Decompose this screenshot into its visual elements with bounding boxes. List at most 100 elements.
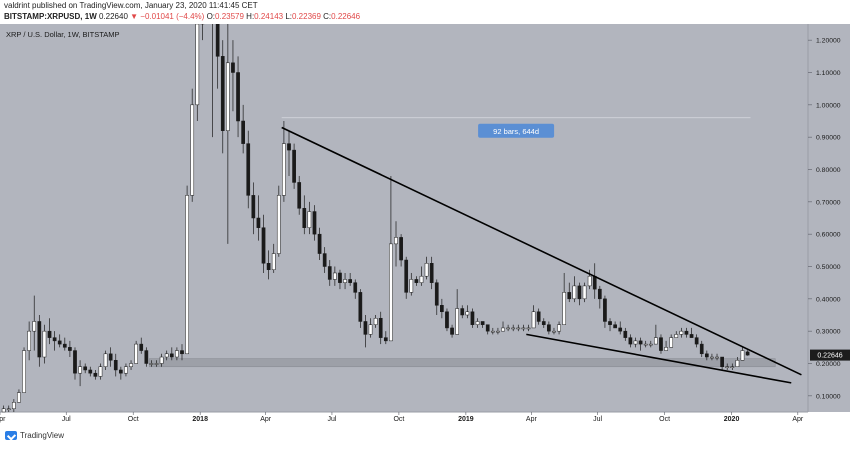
candle[interactable] xyxy=(368,318,373,338)
candle[interactable] xyxy=(608,318,612,332)
candle[interactable] xyxy=(246,130,251,209)
candle[interactable] xyxy=(577,282,582,306)
candle[interactable] xyxy=(419,266,424,286)
candle[interactable] xyxy=(730,363,735,370)
candle[interactable] xyxy=(424,256,429,280)
time-axis[interactable] xyxy=(0,412,850,424)
candle[interactable] xyxy=(720,356,724,370)
candlestick-chart[interactable]: 0.10000 0.20000 0.30000 0.40000 0.50000 0.600… xyxy=(0,18,850,424)
candle[interactable] xyxy=(404,256,409,299)
candle[interactable] xyxy=(22,347,26,393)
candle[interactable] xyxy=(236,56,240,138)
candle[interactable] xyxy=(490,327,495,335)
candle[interactable] xyxy=(440,298,444,319)
candle[interactable] xyxy=(378,311,383,345)
price-axis[interactable] xyxy=(808,24,850,412)
candle[interactable] xyxy=(312,205,317,241)
candle[interactable] xyxy=(175,347,179,361)
candle[interactable] xyxy=(348,272,352,286)
candle[interactable] xyxy=(338,269,342,290)
candle[interactable] xyxy=(149,360,154,367)
candle[interactable] xyxy=(333,266,337,286)
candle[interactable] xyxy=(669,334,674,348)
candle[interactable] xyxy=(327,260,332,286)
candle[interactable] xyxy=(633,337,638,348)
candle[interactable] xyxy=(307,201,312,235)
candle[interactable] xyxy=(57,334,62,348)
candle[interactable] xyxy=(603,295,607,328)
candle[interactable] xyxy=(322,247,327,273)
candle[interactable] xyxy=(501,321,505,332)
candle[interactable] xyxy=(119,366,123,380)
candle[interactable] xyxy=(383,331,388,345)
candle[interactable] xyxy=(429,256,434,290)
candle[interactable] xyxy=(93,369,98,380)
candle[interactable] xyxy=(42,324,47,364)
candle[interactable] xyxy=(699,340,704,358)
candle[interactable] xyxy=(526,324,531,332)
candle[interactable] xyxy=(353,279,358,299)
candle[interactable] xyxy=(241,104,245,154)
candle[interactable] xyxy=(704,350,709,361)
candle[interactable] xyxy=(164,350,169,361)
candle[interactable] xyxy=(68,340,72,358)
candle[interactable] xyxy=(613,321,617,329)
candle[interactable] xyxy=(674,331,679,338)
candle[interactable] xyxy=(567,282,572,303)
candle[interactable] xyxy=(409,272,414,296)
candle[interactable] xyxy=(694,334,699,348)
candle[interactable] xyxy=(623,327,628,341)
candle[interactable] xyxy=(88,366,93,377)
candle[interactable] xyxy=(231,40,235,112)
candle[interactable] xyxy=(190,88,195,202)
candle[interactable] xyxy=(572,276,577,303)
candle[interactable] xyxy=(465,305,470,319)
support-trendline[interactable] xyxy=(526,333,792,384)
candle[interactable] xyxy=(455,289,460,335)
candle[interactable] xyxy=(103,350,108,370)
candle[interactable] xyxy=(725,363,730,370)
candle[interactable] xyxy=(536,308,541,325)
tradingview-logo[interactable]: TradingView xyxy=(5,431,64,441)
candle[interactable] xyxy=(541,318,546,328)
candle[interactable] xyxy=(317,227,322,261)
candle[interactable] xyxy=(399,234,403,267)
candle[interactable] xyxy=(78,360,82,387)
candle[interactable] xyxy=(159,353,164,367)
candle[interactable] xyxy=(745,350,750,356)
candle[interactable] xyxy=(511,324,516,332)
candle[interactable] xyxy=(485,324,490,335)
candle[interactable] xyxy=(6,405,11,412)
candle[interactable] xyxy=(684,327,689,338)
candle[interactable] xyxy=(638,337,643,351)
candle[interactable] xyxy=(597,285,602,309)
candle[interactable] xyxy=(389,175,393,342)
candle[interactable] xyxy=(11,399,16,412)
candle[interactable] xyxy=(547,321,551,335)
candle[interactable] xyxy=(450,324,454,338)
candle[interactable] xyxy=(480,321,485,328)
candle[interactable] xyxy=(587,269,592,290)
candle[interactable] xyxy=(180,344,184,361)
candle[interactable] xyxy=(654,324,658,345)
candle[interactable] xyxy=(169,347,174,361)
candle[interactable] xyxy=(643,340,648,348)
candle[interactable] xyxy=(124,363,128,377)
candle[interactable] xyxy=(73,347,77,380)
candle[interactable] xyxy=(83,363,88,374)
candle[interactable] xyxy=(460,305,465,319)
candle[interactable] xyxy=(582,282,587,303)
candle[interactable] xyxy=(562,272,567,325)
candle[interactable] xyxy=(496,327,500,335)
candle[interactable] xyxy=(292,143,296,189)
candle[interactable] xyxy=(618,321,623,335)
chart-area[interactable]: 0.10000 0.20000 0.30000 0.40000 0.50000 0.600… xyxy=(0,18,850,424)
candle[interactable] xyxy=(710,353,714,361)
candle[interactable] xyxy=(531,305,536,329)
candle[interactable] xyxy=(302,195,307,235)
candle[interactable] xyxy=(445,308,449,332)
candle[interactable] xyxy=(251,182,256,235)
candle[interactable] xyxy=(129,360,133,370)
candle[interactable] xyxy=(226,24,230,244)
candle[interactable] xyxy=(363,315,368,348)
